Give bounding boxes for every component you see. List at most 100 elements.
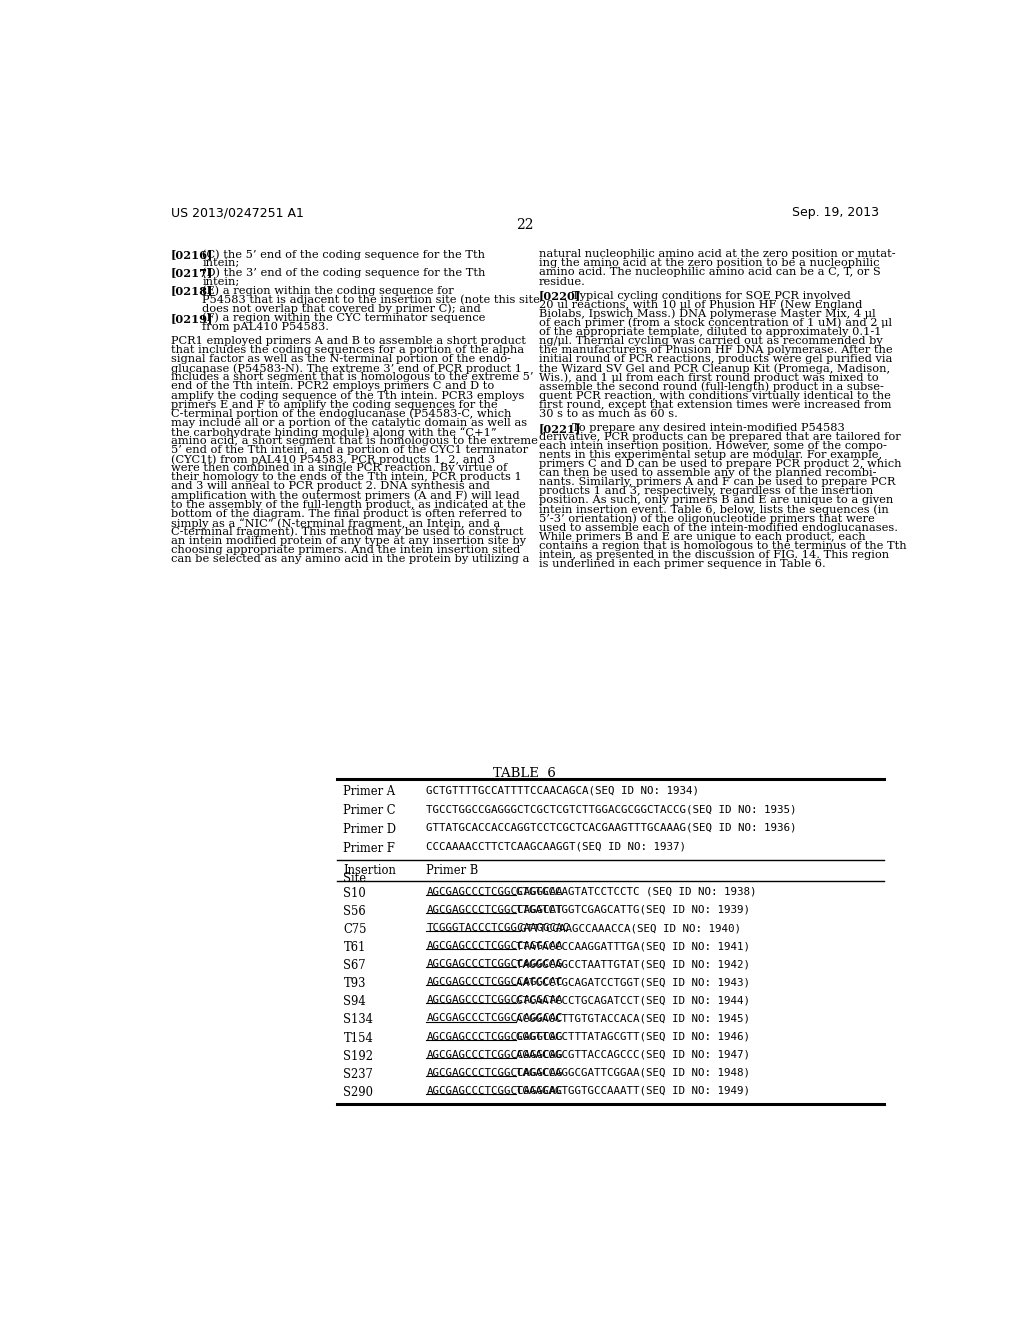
Text: [0218]: [0218] — [171, 285, 213, 297]
Text: C75: C75 — [343, 923, 367, 936]
Text: AGCGAGCCCTCGGCCAGGCAC: AGCGAGCCCTCGGCCAGGCAC — [426, 1086, 563, 1096]
Text: signal factor as well as the N-terminal portion of the endo-: signal factor as well as the N-terminal … — [171, 354, 511, 364]
Text: S10: S10 — [343, 887, 367, 900]
Text: 20 ul reactions, with 10 μl of Phusion HF (New England: 20 ul reactions, with 10 μl of Phusion H… — [539, 300, 862, 310]
Text: C-terminal portion of the endoglucanase (P54583-C, which: C-terminal portion of the endoglucanase … — [171, 409, 511, 420]
Text: ing the amino acid at the zero position to be a nucleophilic: ing the amino acid at the zero position … — [539, 259, 880, 268]
Text: the manufacturers of Phusion HF DNA polymerase. After the: the manufacturers of Phusion HF DNA poly… — [539, 345, 892, 355]
Text: GCTGTTTTGCCATTTTCCAACAGCA(SEQ ID NO: 1934): GCTGTTTTGCCATTTTCCAACAGCA(SEQ ID NO: 193… — [426, 785, 699, 795]
Text: 30 s to as much as 60 s.: 30 s to as much as 60 s. — [539, 409, 678, 418]
Text: from pAL410 P54583.: from pAL410 P54583. — [203, 322, 330, 331]
Text: 5’-3’ orientation) of the oligonucleotide primers that were: 5’-3’ orientation) of the oligonucleotid… — [539, 513, 874, 524]
Text: primers E and F to amplify the coding sequences for the: primers E and F to amplify the coding se… — [171, 400, 498, 409]
Text: AGCGAGCCCTCGGCCAGGCAC: AGCGAGCCCTCGGCCAGGCAC — [426, 977, 563, 987]
Text: US 2013/0247251 A1: US 2013/0247251 A1 — [171, 206, 303, 219]
Text: intein;: intein; — [203, 259, 240, 268]
Text: AGCGAGCCCTCGGCCAGGCAG: AGCGAGCCCTCGGCCAGGCAG — [426, 1049, 563, 1060]
Text: can be selected as any amino acid in the protein by utilizing a: can be selected as any amino acid in the… — [171, 554, 529, 564]
Text: S67: S67 — [343, 960, 366, 973]
Text: AGCGAGCCCTCGGCCAGGCAG: AGCGAGCCCTCGGCCAGGCAG — [426, 1032, 563, 1041]
Text: of each primer (from a stock concentration of 1 uM) and 2 μl: of each primer (from a stock concentrati… — [539, 318, 892, 329]
Text: the Wizard SV Gel and PCR Cleanup Kit (Promega, Madison,: the Wizard SV Gel and PCR Cleanup Kit (P… — [539, 363, 890, 374]
Text: Primer B: Primer B — [426, 863, 478, 876]
Text: AGCGAGCCCTCGGCCAGGCAC: AGCGAGCCCTCGGCCAGGCAC — [426, 1014, 563, 1023]
Text: simply as a “NIC” (N-terminal fragment, an Intein, and a: simply as a “NIC” (N-terminal fragment, … — [171, 517, 500, 528]
Text: 5’ end of the Tth intein, and a portion of the CYC1 terminator: 5’ end of the Tth intein, and a portion … — [171, 445, 527, 455]
Text: TAGACCAGGCGATTCGGAA(SEQ ID NO: 1948): TAGACCAGGCGATTCGGAA(SEQ ID NO: 1948) — [516, 1068, 750, 1077]
Text: [0221]: [0221] — [539, 422, 582, 434]
Text: amplify the coding sequence of the Tth intein. PCR3 employs: amplify the coding sequence of the Tth i… — [171, 391, 524, 400]
Text: While primers B and E are unique to each product, each: While primers B and E are unique to each… — [539, 532, 865, 541]
Text: can then be used to assemble any of the planned recombi-: can then be used to assemble any of the … — [539, 469, 877, 478]
Text: Wis.), and 1 μl from each first round product was mixed to: Wis.), and 1 μl from each first round pr… — [539, 372, 879, 383]
Text: intein;: intein; — [203, 276, 240, 286]
Text: does not overlap that covered by primer C); and: does not overlap that covered by primer … — [203, 304, 481, 314]
Text: S237: S237 — [343, 1068, 374, 1081]
Text: CCCAAAACCTTCTCAAGCAAGGT(SEQ ID NO: 1937): CCCAAAACCTTCTCAAGCAAGGT(SEQ ID NO: 1937) — [426, 842, 686, 851]
Text: amino acid. The nucleophilic amino acid can be a C, T, or S: amino acid. The nucleophilic amino acid … — [539, 268, 881, 277]
Text: TAGGGCAGCCTAATTGTAT(SEQ ID NO: 1942): TAGGGCAGCCTAATTGTAT(SEQ ID NO: 1942) — [516, 960, 750, 969]
Text: S192: S192 — [343, 1049, 374, 1063]
Text: P54583 that is adjacent to the insertion site (note this site: P54583 that is adjacent to the insertion… — [203, 294, 541, 305]
Text: nents in this experimental setup are modular. For example,: nents in this experimental setup are mod… — [539, 450, 882, 461]
Text: were then combined in a single PCR reaction. By virtue of: were then combined in a single PCR react… — [171, 463, 507, 474]
Text: Primer D: Primer D — [343, 822, 396, 836]
Text: S290: S290 — [343, 1086, 374, 1098]
Text: of the appropriate template, diluted to approximately 0.1-1: of the appropriate template, diluted to … — [539, 327, 882, 337]
Text: AGCGAGCCCTCGGCCAGGCAG: AGCGAGCCCTCGGCCAGGCAG — [426, 960, 563, 969]
Text: TTGATCTGGTCGAGCATTG(SEQ ID NO: 1939): TTGATCTGGTCGAGCATTG(SEQ ID NO: 1939) — [516, 906, 750, 915]
Text: choosing appropriate primers. And the intein insertion sited: choosing appropriate primers. And the in… — [171, 545, 520, 554]
Text: Site: Site — [343, 873, 367, 886]
Text: an intein modified protein of any type at any insertion site by: an intein modified protein of any type a… — [171, 536, 525, 546]
Text: their homology to the ends of the Tth intein, PCR products 1: their homology to the ends of the Tth in… — [171, 473, 521, 482]
Text: products 1 and 3, respectively, regardless of the insertion: products 1 and 3, respectively, regardle… — [539, 486, 873, 496]
Text: AGCGAGCCCTCGGCCAGGCAA: AGCGAGCCCTCGGCCAGGCAA — [426, 887, 563, 896]
Text: amplification with the outermost primers (A and F) will lead: amplification with the outermost primers… — [171, 491, 519, 502]
Text: glucanase (P54583-N). The extreme 3’ end of PCR product 1: glucanase (P54583-N). The extreme 3’ end… — [171, 363, 521, 374]
Text: Sep. 19, 2013: Sep. 19, 2013 — [792, 206, 879, 219]
Text: GTCAATCCCTGCAGATCCT(SEQ ID NO: 1944): GTCAATCCCTGCAGATCCT(SEQ ID NO: 1944) — [516, 995, 750, 1006]
Text: used to assemble each of the intein-modified endoglucanases.: used to assemble each of the intein-modi… — [539, 523, 898, 533]
Text: amino acid, a short segment that is homologous to the extreme: amino acid, a short segment that is homo… — [171, 436, 538, 446]
Text: Primer A: Primer A — [343, 785, 395, 799]
Text: first round, except that extension times were increased from: first round, except that extension times… — [539, 400, 891, 409]
Text: Biolabs, Ipswich Mass.) DNA polymerase Master Mix, 4 μl: Biolabs, Ipswich Mass.) DNA polymerase M… — [539, 309, 876, 319]
Text: Insertion: Insertion — [343, 863, 396, 876]
Text: PCR1 employed primers A and B to assemble a short product: PCR1 employed primers A and B to assembl… — [171, 337, 525, 346]
Text: residue.: residue. — [539, 276, 586, 286]
Text: contains a region that is homologous to the terminus of the Tth: contains a region that is homologous to … — [539, 541, 906, 550]
Text: T61: T61 — [343, 941, 366, 954]
Text: end of the Tth intein. PCR2 employs primers C and D to: end of the Tth intein. PCR2 employs prim… — [171, 381, 494, 392]
Text: [0219]: [0219] — [171, 313, 213, 323]
Text: GTTATGCACCACCAGGTCCTCGCTCACGAAGTTTGCAAAG(SEQ ID NO: 1936): GTTATGCACCACCAGGTCCTCGCTCACGAAGTTTGCAAAG… — [426, 822, 797, 833]
Text: TCGGGTACCCTCGGCAAGGCAC: TCGGGTACCCTCGGCAAGGCAC — [426, 923, 569, 933]
Text: Typical cycling conditions for SOE PCR involved: Typical cycling conditions for SOE PCR i… — [572, 290, 851, 301]
Text: assemble the second round (full-length) product in a subse-: assemble the second round (full-length) … — [539, 381, 884, 392]
Text: is underlined in each primer sequence in Table 6.: is underlined in each primer sequence in… — [539, 560, 825, 569]
Text: AGCGAGCCCTCGGCCAGGCAA: AGCGAGCCCTCGGCCAGGCAA — [426, 941, 563, 952]
Text: bottom of the diagram. The final product is often referred to: bottom of the diagram. The final product… — [171, 508, 521, 519]
Text: Primer C: Primer C — [343, 804, 396, 817]
Text: AGCGAGCCCTCGGCCAGGCAA: AGCGAGCCCTCGGCCAGGCAA — [426, 995, 563, 1006]
Text: primers C and D can be used to prepare PCR product 2, which: primers C and D can be used to prepare P… — [539, 459, 901, 469]
Text: [0216]: [0216] — [171, 249, 213, 260]
Text: TTATACCCCAAGGATTTGA(SEQ ID NO: 1941): TTATACCCCAAGGATTTGA(SEQ ID NO: 1941) — [516, 941, 750, 952]
Text: TGCCTGGCCGAGGGCTCGCTCGTCTTGGACGCGGCTACCG(SEQ ID NO: 1935): TGCCTGGCCGAGGGCTCGCTCGTCTTGGACGCGGCTACCG… — [426, 804, 797, 814]
Text: ng/μl. Thermal cycling was carried out as recommended by: ng/μl. Thermal cycling was carried out a… — [539, 337, 883, 346]
Text: (F) a region within the CYC terminator sequence: (F) a region within the CYC terminator s… — [203, 313, 485, 323]
Text: (D) the 3’ end of the coding sequence for the Tth: (D) the 3’ end of the coding sequence fo… — [203, 268, 485, 279]
Text: GGGTTGCCTTTATAGCGTT(SEQ ID NO: 1946): GGGTTGCCTTTATAGCGTT(SEQ ID NO: 1946) — [516, 1032, 750, 1041]
Text: S94: S94 — [343, 995, 366, 1008]
Text: (C) the 5’ end of the coding sequence for the Tth: (C) the 5’ end of the coding sequence fo… — [203, 249, 485, 260]
Text: each intein insertion position. However, some of the compo-: each intein insertion position. However,… — [539, 441, 887, 451]
Text: T154: T154 — [343, 1032, 373, 1044]
Text: S134: S134 — [343, 1014, 374, 1027]
Text: AGCGAGCCCTCGGCCAGGCAT: AGCGAGCCCTCGGCCAGGCAT — [426, 906, 563, 915]
Text: derivative, PCR products can be prepared that are tailored for: derivative, PCR products can be prepared… — [539, 432, 900, 442]
Text: AATCCCTGCAGATCCTGGT(SEQ ID NO: 1943): AATCCCTGCAGATCCTGGT(SEQ ID NO: 1943) — [516, 977, 750, 987]
Text: 22: 22 — [516, 218, 534, 232]
Text: T93: T93 — [343, 977, 366, 990]
Text: initial round of PCR reactions, products were gel purified via: initial round of PCR reactions, products… — [539, 354, 892, 364]
Text: quent PCR reaction, with conditions virtually identical to the: quent PCR reaction, with conditions virt… — [539, 391, 891, 400]
Text: intein insertion event. Table 6, below, lists the sequences (in: intein insertion event. Table 6, below, … — [539, 504, 889, 515]
